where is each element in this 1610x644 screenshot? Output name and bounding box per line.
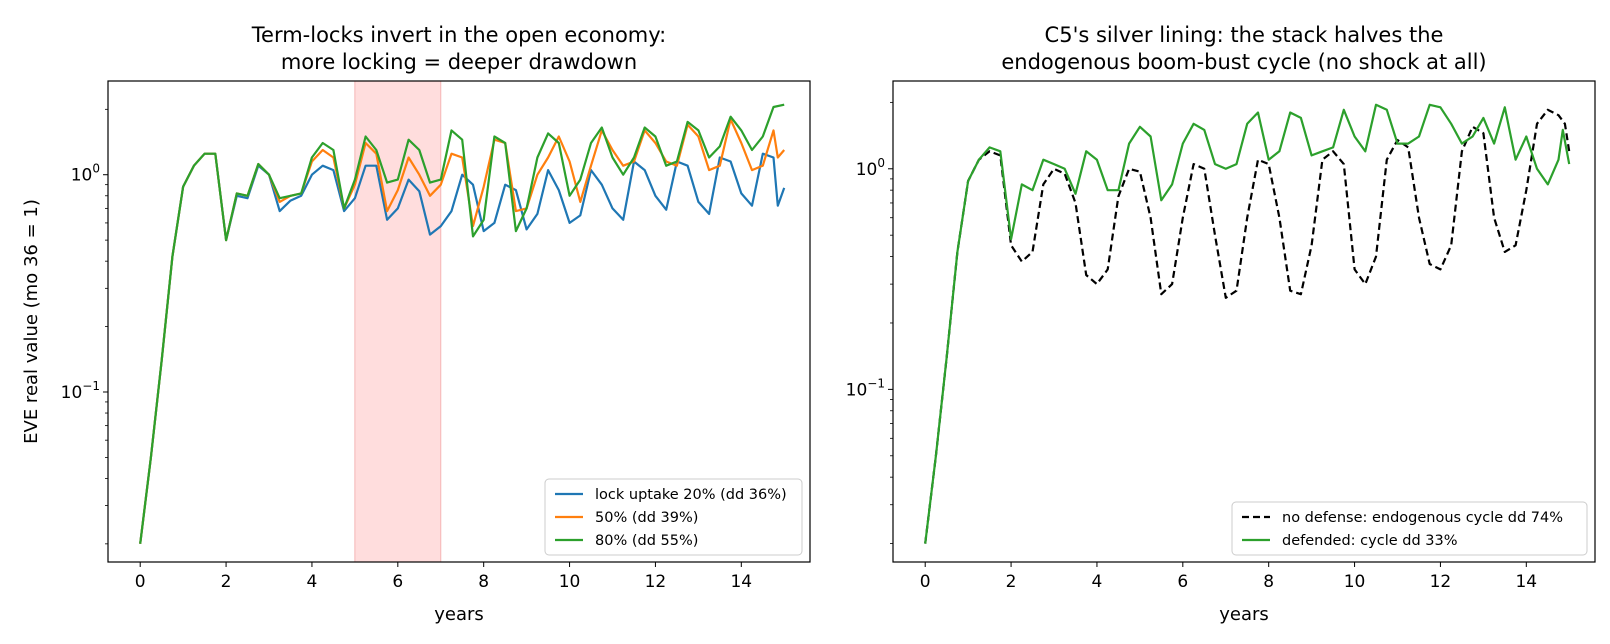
y-tick-label: 100 [856, 156, 885, 180]
legend-label-3: 80% (dd 55%) [595, 533, 698, 549]
chart-1: 0 2 4 6 8 10 12 14 100 10−1 Term-locks invert in t… [21, 23, 811, 625]
x-tick-label: 4 [307, 572, 318, 592]
y-tick-label: 10−1 [846, 376, 885, 400]
legend-label-1: lock uptake 20% (dd 36%) [595, 487, 787, 503]
x-tick-label: 6 [1177, 572, 1188, 592]
axes-frame [107, 80, 811, 563]
x-tick-label: 2 [221, 572, 232, 592]
series-line-2 [924, 103, 1571, 544]
x-tick-label: 2 [1006, 572, 1017, 592]
x-axis-label: years [1219, 604, 1269, 625]
x-tick-label: 12 [1430, 572, 1452, 592]
legend-box [544, 478, 803, 556]
legend: no defense: endogenous cycle dd 74% defen… [1231, 501, 1588, 556]
legend-label-2: defended: cycle dd 33% [1282, 533, 1458, 549]
legend-label-1: no defense: endogenous cycle dd 74% [1282, 510, 1563, 526]
x-tick-label: 8 [1263, 572, 1274, 592]
legend-label-2: 50% (dd 39%) [595, 510, 698, 526]
x-tick-label: 10 [1344, 572, 1366, 592]
x-tick-label: 14 [730, 572, 752, 592]
x-tick-label: 6 [392, 572, 403, 592]
x-tick-label: 8 [478, 572, 489, 592]
y-tick-label: 10−1 [61, 379, 100, 403]
series-line-1 [924, 108, 1571, 544]
y-tick-label: 100 [71, 162, 100, 186]
axes-frame [892, 80, 1596, 563]
x-axis-label: years [434, 604, 484, 625]
legend-box [1231, 501, 1588, 556]
x-tick-label: 0 [920, 572, 931, 592]
series-line-3 [139, 103, 785, 544]
x-tick-label: 10 [559, 572, 581, 592]
series-lines [924, 103, 1571, 544]
x-tick-label: 12 [645, 572, 667, 592]
chart-2: 0 2 4 6 8 10 12 14 100 10−1 C5's silver lining: th… [846, 23, 1596, 625]
series-lines [139, 103, 786, 544]
x-tick-label: 0 [135, 572, 146, 592]
legend: lock uptake 20% (dd 36%) 50% (dd 39%) 80% … [544, 478, 803, 556]
x-tick-label: 4 [1092, 572, 1103, 592]
chart-title: Term-locks invert in the open economy: mo… [251, 23, 666, 74]
shaded-region [354, 80, 442, 563]
x-tick-label: 14 [1515, 572, 1537, 592]
chart-title: C5's silver lining: the stack halves the… [1001, 23, 1486, 74]
y-axis-label: EVE real value (mo 36 = 1) [21, 199, 42, 444]
